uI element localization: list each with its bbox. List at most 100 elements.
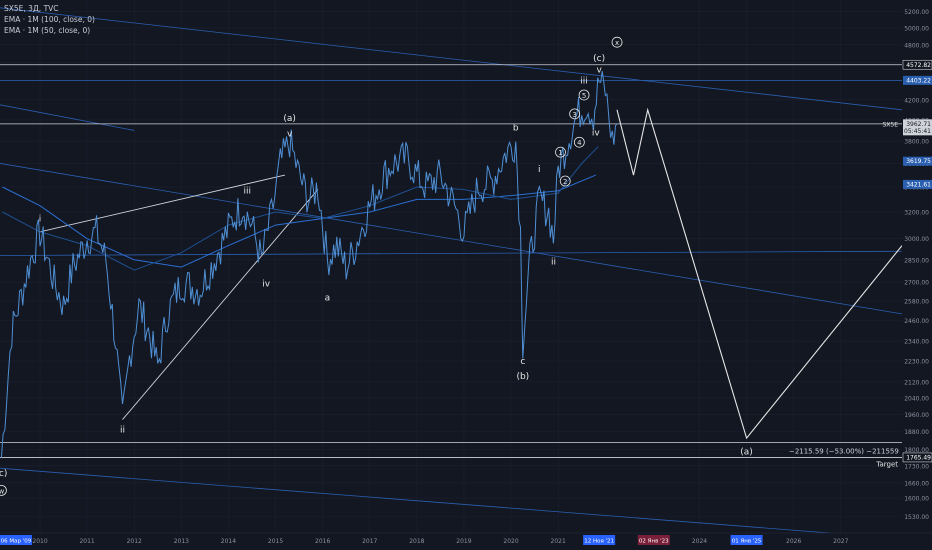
wave-annotations: (c)wiiiiiiivv(a)abc(b)iii12345iiiivv(c)x… xyxy=(0,36,899,496)
time-tick-label: 2012 xyxy=(127,538,142,545)
price-badge xyxy=(902,59,932,70)
price-tick-label: 1530.00 xyxy=(904,514,929,521)
wave-label: a xyxy=(325,294,331,304)
price-badge xyxy=(903,119,932,136)
wave-label: (a) xyxy=(283,114,296,124)
price-tick-label: 5000.00 xyxy=(904,25,929,32)
price-tick-label: 2340.00 xyxy=(904,339,929,346)
date-badge xyxy=(730,535,763,545)
date-badge xyxy=(0,535,32,545)
ema-100-legend[interactable]: EMA · 1M (100, close, 0) xyxy=(4,15,95,24)
wave-label: iv xyxy=(592,129,601,139)
ema-series xyxy=(2,174,596,268)
price-badge-label: 3619.75 xyxy=(906,158,931,165)
price-series xyxy=(0,71,618,458)
wave-label: x xyxy=(615,39,619,47)
price-axis[interactable]: 1530.00 1600.00 1660.00 1730.00 1800.00 1880.… xyxy=(882,0,932,550)
price-badge-label: 4403.22 xyxy=(906,77,931,84)
price-tick-label: 2580.00 xyxy=(904,298,929,305)
price-tick-label: 2700.00 xyxy=(904,280,929,287)
price-tick-label: 4200.00 xyxy=(904,97,929,104)
date-badge xyxy=(637,535,670,545)
time-tick-label: 2027 xyxy=(833,538,848,545)
time-tick-label: 2011 xyxy=(79,538,94,545)
wave-label-circle xyxy=(578,89,590,101)
wave-label: b xyxy=(513,123,519,133)
price-badge-label: 3421.61 xyxy=(906,181,931,188)
time-tick-label: 2014 xyxy=(221,538,236,545)
price-tick-label: 1600.00 xyxy=(904,496,929,503)
price-badge-label: 1765.49 xyxy=(906,454,931,461)
time-tick-label: 2018 xyxy=(409,538,424,545)
wave-label: c xyxy=(520,357,525,367)
wave-label: (c) xyxy=(0,469,7,479)
time-tick-label: 2024 xyxy=(692,538,707,545)
wave-label: iii xyxy=(244,187,252,197)
price-badge xyxy=(902,452,932,463)
ema-50-legend[interactable]: EMA · 1M (50, close, 0) xyxy=(4,26,91,35)
date-badge xyxy=(583,535,616,545)
chart-legend: SX5E, 3Д, TVC EMA · 1M (100, close, 0) E… xyxy=(4,3,95,36)
time-tick-label: 2015 xyxy=(268,538,283,545)
price-tick-label: 2460.00 xyxy=(904,318,929,325)
price-badge-countdown: 05:45:41 xyxy=(904,128,931,135)
wave-label: 5 xyxy=(582,92,586,100)
price-badge xyxy=(903,75,932,85)
wave-label: iv xyxy=(262,280,271,290)
price-tick-label: 2230.00 xyxy=(904,359,929,366)
time-tick-label: 2010 xyxy=(32,538,47,545)
measure-label: −2115.59 (−53.00%) −211559 xyxy=(789,448,899,456)
wave-label-circle xyxy=(0,484,7,496)
wave-label-circle xyxy=(611,36,623,48)
trend-line xyxy=(0,250,903,256)
wave-label: (c) xyxy=(593,54,605,64)
wave-label: 2 xyxy=(563,178,567,186)
trend-line xyxy=(0,467,903,540)
price-badge-label: 3962.71 xyxy=(906,121,931,128)
price-badge-label: 4572.82 xyxy=(906,62,931,69)
time-tick-label: 2021 xyxy=(551,538,566,545)
white-trend-line xyxy=(122,189,319,420)
price-tick-label: 1800.00 xyxy=(904,447,929,454)
trend-line xyxy=(0,104,135,131)
wave-label: 3 xyxy=(572,111,576,119)
wave-label: (b) xyxy=(516,372,529,382)
date-badge-label: 01 Янв '25 xyxy=(732,539,762,545)
price-tick-label: 3000.00 xyxy=(904,236,929,243)
time-tick-label: 2013 xyxy=(174,538,189,545)
price-tick-label: 1660.00 xyxy=(904,480,929,487)
trend-line xyxy=(0,7,903,111)
date-badge-label: 12 Ноя '21 xyxy=(584,539,614,545)
horizontal-levels xyxy=(0,64,902,458)
time-tick-label: 2020 xyxy=(503,538,518,545)
series-lines xyxy=(0,71,903,458)
wave-label: ii xyxy=(551,257,556,267)
price-badge xyxy=(903,156,932,166)
wave-label: ii xyxy=(120,425,125,435)
wave-label: iii xyxy=(580,77,588,87)
wave-label: 4 xyxy=(577,139,582,147)
price-tick-label: 1730.00 xyxy=(904,463,929,470)
trend-lines xyxy=(0,7,903,540)
price-tick-label: 3800.00 xyxy=(904,139,929,146)
price-tick-label: 1880.00 xyxy=(904,429,929,436)
date-badge-label: 06 Мар '09 xyxy=(1,539,32,545)
wave-label: (a) xyxy=(740,448,753,458)
time-axis[interactable]: 2010 2011 2012 2013 2014 2015 2016 2017 2018 2019… xyxy=(0,532,932,550)
price-tick-label: 2850.00 xyxy=(904,257,929,264)
wave-label: i xyxy=(538,165,541,175)
time-tick-label: 2016 xyxy=(315,538,330,545)
wave-label-circle xyxy=(555,146,566,158)
wave-label: i xyxy=(39,215,42,225)
wave-label: v xyxy=(596,66,602,76)
wave-label-circle xyxy=(559,175,571,187)
price-tick-label: 2040.00 xyxy=(904,395,929,402)
symbol-title[interactable]: SX5E, 3Д, TVC xyxy=(4,4,59,13)
target-label: Target xyxy=(875,460,898,468)
price-tick-label: 5200.00 xyxy=(904,9,929,16)
wave-label-circle xyxy=(573,136,585,148)
symbol-tag: SX5E xyxy=(882,121,898,128)
time-tick-label: 2026 xyxy=(786,538,801,545)
